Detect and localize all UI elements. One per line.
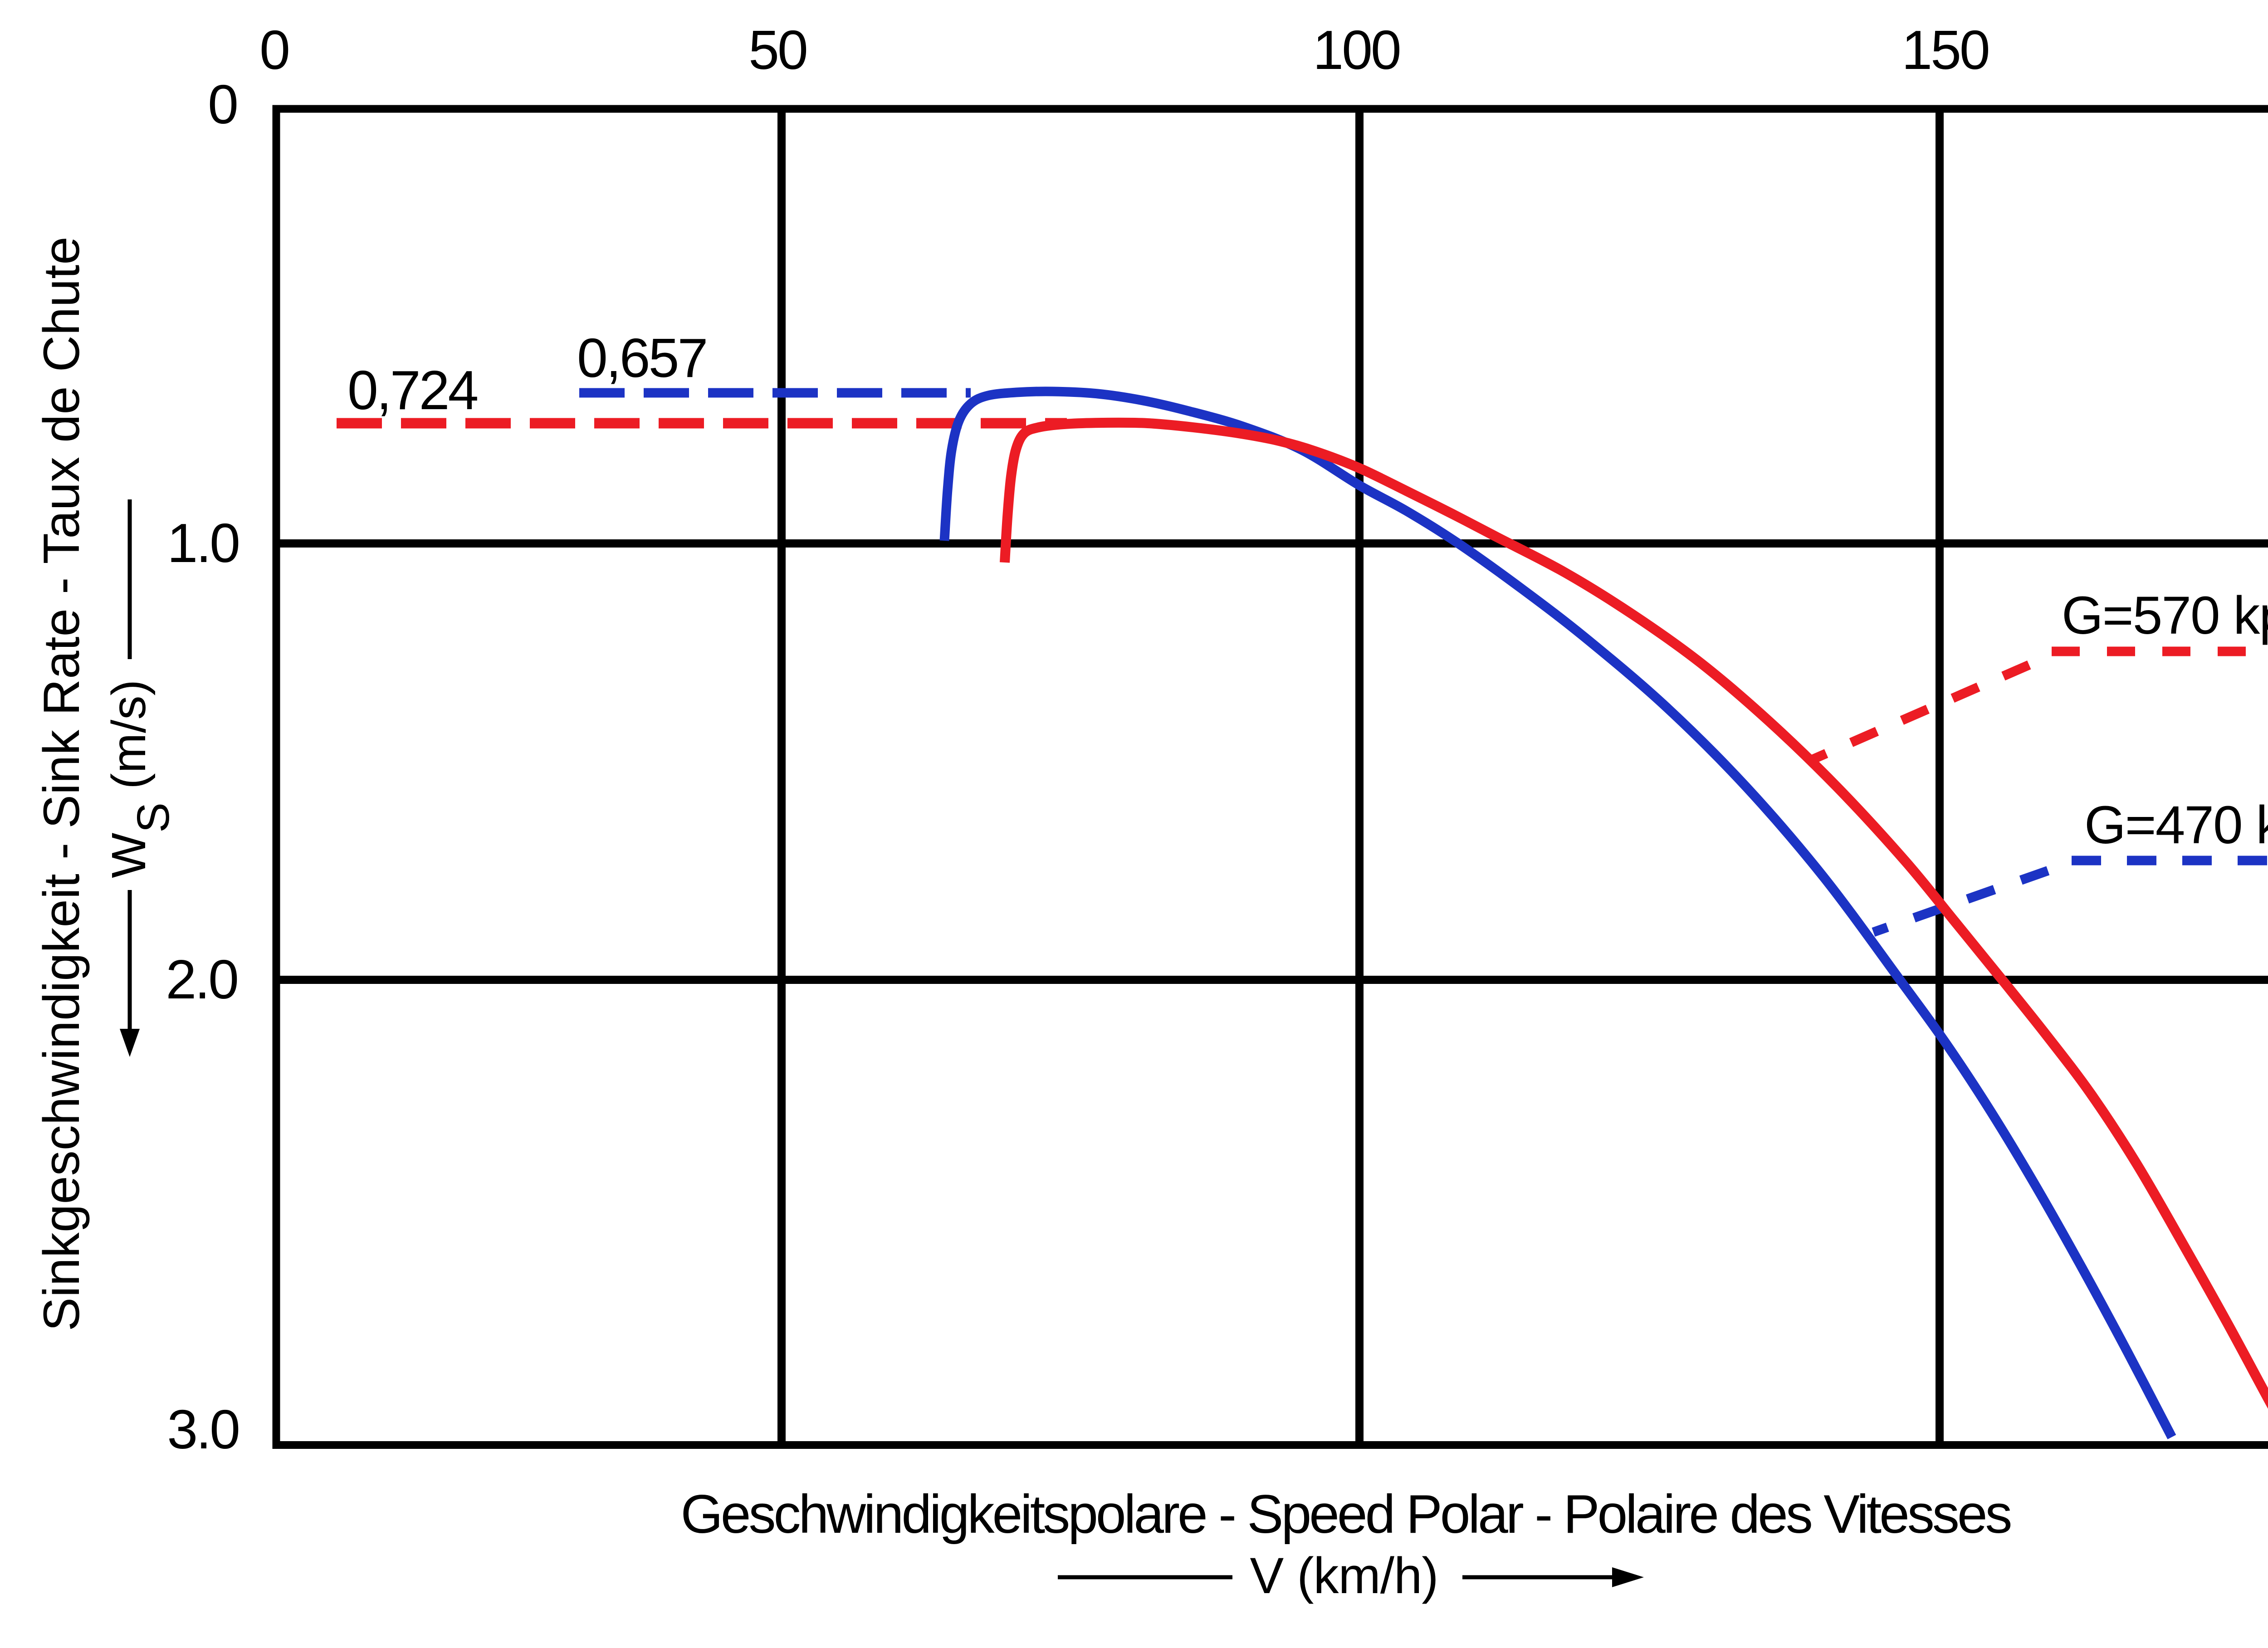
- svg-text:150: 150: [1901, 19, 1989, 81]
- svg-text:0: 0: [208, 73, 237, 135]
- svg-text:V (km/h): V (km/h): [1250, 1547, 1438, 1604]
- svg-text:Sinkgeschwindigkeit - Sink Rat: Sinkgeschwindigkeit - Sink Rate - Taux d…: [33, 236, 90, 1331]
- svg-text:3.0: 3.0: [167, 1399, 239, 1460]
- svg-text:0: 0: [259, 19, 288, 81]
- svg-text:G=470 kp: G=470 kp: [2084, 795, 2268, 855]
- svg-text:1.0: 1.0: [167, 512, 239, 574]
- svg-text:G=570 kp: G=570 kp: [2062, 586, 2268, 646]
- svg-text:Geschwindigkeitspolare - Speed: Geschwindigkeitspolare - Speed Polar - P…: [680, 1484, 2010, 1545]
- svg-text:50: 50: [748, 19, 807, 81]
- svg-text:100: 100: [1313, 19, 1400, 81]
- svg-text:0,657: 0,657: [577, 327, 706, 389]
- svg-text:0,724: 0,724: [347, 359, 477, 421]
- svg-text:2.0: 2.0: [166, 949, 237, 1010]
